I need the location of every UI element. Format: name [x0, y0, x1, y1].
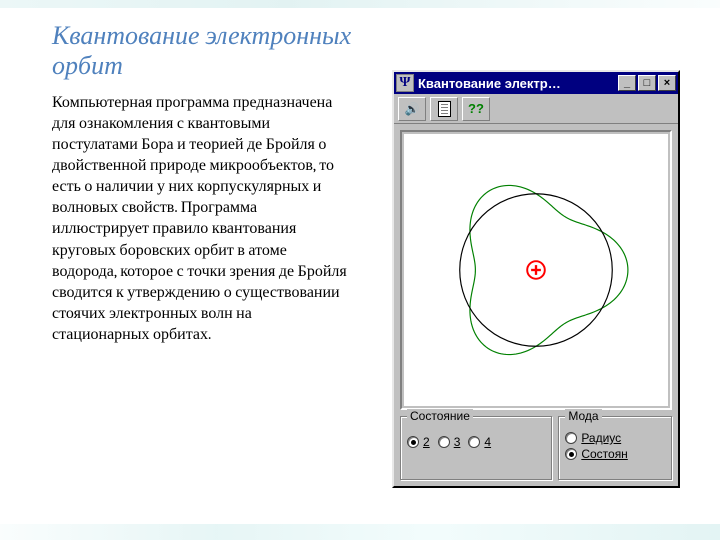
state-groupbox: Состояние 234	[400, 416, 552, 480]
standing-wave	[470, 185, 628, 354]
decoration-bottom	[0, 524, 720, 540]
mode-groupbox: Мода РадиусСостоян	[558, 416, 672, 480]
document-icon	[438, 101, 451, 117]
radio-dot-icon	[468, 436, 480, 448]
radio-label: Радиус	[581, 431, 621, 445]
radio-label: 2	[423, 435, 430, 449]
mode-radio-Состоян[interactable]: Состоян	[565, 447, 665, 461]
mode-options: Радиус Состоян	[565, 431, 665, 461]
app-window: Ψ Квантование электр… _ □ × ??	[392, 70, 680, 488]
radio-dot-icon	[565, 432, 577, 444]
state-group-title: Состояние	[407, 409, 473, 423]
radio-label: 3	[454, 435, 461, 449]
state-radio-3[interactable]: 3	[438, 435, 461, 449]
toolbar: ??	[394, 94, 678, 124]
sound-button[interactable]	[398, 97, 426, 121]
radio-dot-icon	[407, 436, 419, 448]
window-titlebar[interactable]: Ψ Квантование электр… _ □ ×	[394, 72, 678, 94]
radio-dot-icon	[565, 448, 577, 460]
window-app-icon: Ψ	[396, 74, 414, 92]
close-button[interactable]: ×	[658, 75, 676, 91]
window-title: Квантование электр…	[418, 76, 616, 91]
mode-group-title: Мода	[565, 409, 601, 423]
controls-row: Состояние 234 Мода РадиусСостоян	[394, 416, 678, 486]
screenshot-column: Ψ Квантование электр… _ □ × ??	[352, 22, 680, 520]
radio-label: 4	[484, 435, 491, 449]
state-options: 2 3 4	[407, 435, 545, 449]
radio-label: Состоян	[581, 447, 628, 461]
orbit-diagram	[404, 134, 668, 406]
slide-title: Квантование электронных орбит	[52, 22, 352, 82]
decoration-top	[0, 0, 720, 8]
speaker-icon	[405, 101, 420, 117]
text-column: Квантование электронных орбит Компьютерн…	[52, 22, 352, 520]
document-button[interactable]	[430, 97, 458, 121]
maximize-button[interactable]: □	[638, 75, 656, 91]
slide-body: Компьютерная программа предназначена для…	[52, 92, 348, 345]
radio-dot-icon	[438, 436, 450, 448]
minimize-button[interactable]: _	[618, 75, 636, 91]
canvas-frame	[400, 130, 672, 410]
help-button[interactable]: ??	[462, 97, 490, 121]
slide: Квантование электронных орбит Компьютерн…	[0, 0, 720, 540]
orbit-canvas	[404, 134, 668, 406]
nucleus	[527, 261, 545, 279]
state-radio-2[interactable]: 2	[407, 435, 430, 449]
mode-radio-Радиус[interactable]: Радиус	[565, 431, 665, 445]
state-radio-4[interactable]: 4	[468, 435, 491, 449]
